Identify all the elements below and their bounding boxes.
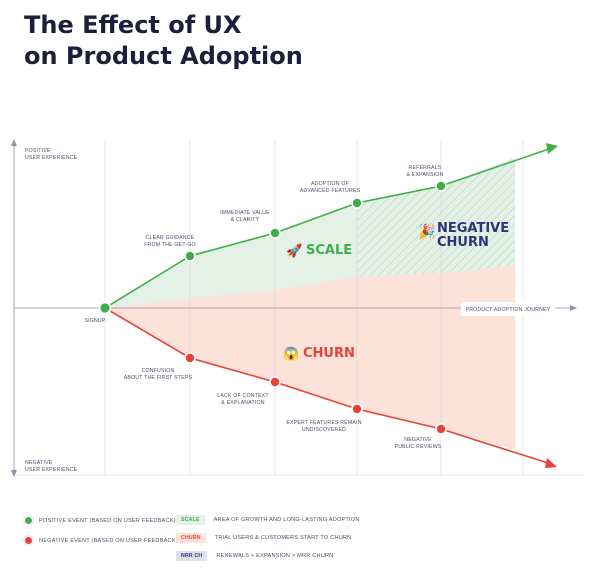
positive-event-label: & EXPANSION [407, 172, 444, 178]
churn-label: CHURN [303, 346, 355, 361]
negative-event-label: NEGATIVE [404, 437, 432, 443]
negative-trend-line [104, 307, 549, 464]
rocket-icon: 🚀 [286, 243, 302, 258]
churn-area-upper [105, 265, 515, 308]
positive-event-marker [184, 250, 196, 262]
scream-face-icon: 😱 [283, 346, 299, 362]
positive-event-markers [184, 180, 447, 262]
positive-event-label: ADVANCED FEATURES [300, 188, 361, 194]
negative-event-label: UNDISCOVERED [302, 427, 346, 433]
positive-event-label: CLEAR GUIDANCE [146, 235, 195, 241]
negative-event-label: ABOUT THE FIRST STEPS [124, 375, 193, 381]
y-axis-negative-label-2: USER EXPERIENCE [25, 467, 78, 473]
negative-churn-label-1: NEGATIVE [437, 221, 509, 236]
title-line-1: The Effect of UX [24, 11, 242, 39]
positive-event-label: & CLARITY [231, 217, 260, 223]
positive-event-marker [435, 180, 447, 192]
negative-churn-hatch [357, 158, 515, 277]
positive-event-label: FROM THE GET-GO [144, 242, 196, 248]
positive-event-label: REFERRALS [409, 165, 442, 171]
y-axis-positive-label-1: POSITIVE [25, 148, 51, 154]
y-axis-positive-label-2: USER EXPERIENCE [25, 155, 78, 161]
negative-event-label: CONFUSION [142, 368, 175, 374]
x-axis-label-box [461, 302, 555, 316]
negative-event-marker [184, 352, 196, 364]
title-line-2: on Product Adoption [24, 42, 303, 70]
positive-event-label: ADOPTION OF [311, 181, 349, 187]
page-title: The Effect of UX on Product Adoption [24, 10, 303, 72]
churn-area [105, 308, 515, 450]
positive-event-marker [269, 227, 281, 239]
signup-label: SIGNUP [84, 318, 105, 324]
negative-event-label: EXPERT FEATURES REMAIN [286, 420, 361, 426]
x-axis-label: PRODUCT ADOPTION JOURNEY [466, 307, 551, 313]
scale-label: SCALE [306, 243, 352, 258]
negative-event-label: & EXPLANATION [221, 400, 264, 406]
y-axis-negative-label-1: NEGATIVE [25, 460, 53, 466]
negative-churn-label-2: CHURN [437, 235, 489, 250]
positive-event-label: IMMEDIATE VALUE [220, 210, 270, 216]
grid-lines [14, 140, 585, 476]
negative-event-marker [269, 376, 281, 388]
positive-arrow-head [546, 143, 558, 154]
positive-event-marker [351, 197, 363, 209]
party-popper-icon: 🎉 [418, 223, 435, 240]
negative-event-marker [435, 423, 447, 435]
negative-event-label: LACK OF CONTEXT [217, 393, 269, 399]
positive-trend-line [104, 148, 550, 309]
signup-marker [98, 301, 112, 315]
negative-arrow-head [545, 458, 557, 468]
negative-event-marker [351, 403, 363, 415]
negative-event-markers [184, 352, 447, 435]
negative-event-label: PUBLIC REVIEWS [395, 444, 442, 450]
